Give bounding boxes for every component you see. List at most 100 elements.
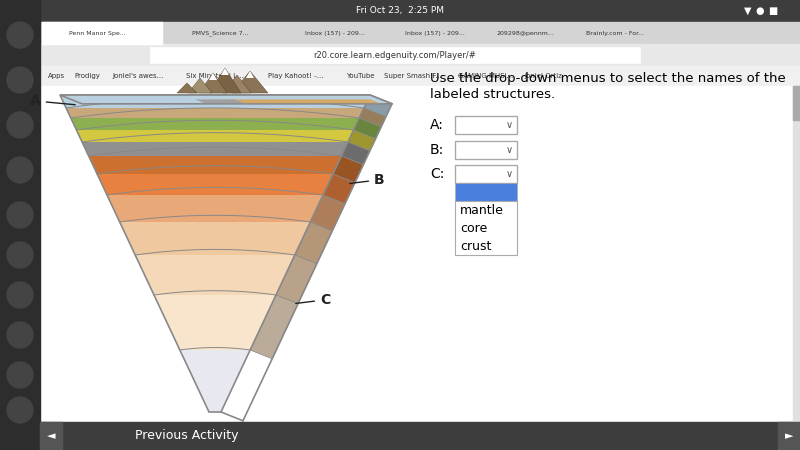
- Text: Brainly.com - For...: Brainly.com - For...: [586, 31, 644, 36]
- Text: ∨: ∨: [506, 169, 513, 179]
- Polygon shape: [364, 95, 392, 117]
- Polygon shape: [60, 95, 370, 108]
- Polygon shape: [323, 174, 355, 204]
- Polygon shape: [246, 71, 254, 78]
- Polygon shape: [276, 255, 317, 304]
- Bar: [0, 0, 800, 22]
- Text: B: B: [350, 173, 385, 187]
- Bar: [40, 422, 800, 450]
- Polygon shape: [120, 222, 310, 255]
- Bar: [793, 86, 800, 422]
- Polygon shape: [77, 130, 354, 142]
- Circle shape: [7, 397, 33, 423]
- Text: A:: A:: [430, 118, 444, 132]
- Text: ■: ■: [768, 6, 778, 16]
- Polygon shape: [225, 99, 381, 104]
- Text: crust: crust: [460, 239, 491, 252]
- Circle shape: [7, 22, 33, 48]
- Circle shape: [7, 157, 33, 183]
- Polygon shape: [209, 68, 241, 93]
- Text: ►: ►: [785, 431, 794, 441]
- Polygon shape: [232, 71, 268, 93]
- FancyBboxPatch shape: [455, 141, 517, 159]
- Circle shape: [7, 322, 33, 348]
- Text: 209298@pennm...: 209298@pennm...: [496, 31, 554, 36]
- Polygon shape: [359, 108, 386, 127]
- Text: C: C: [296, 293, 330, 307]
- Polygon shape: [135, 255, 294, 295]
- Polygon shape: [221, 68, 229, 75]
- Polygon shape: [310, 195, 345, 231]
- Circle shape: [7, 112, 33, 138]
- Text: Use the drop-down menus to select the names of the: Use the drop-down menus to select the na…: [430, 72, 786, 85]
- Text: Six Minutes | L...: Six Minutes | L...: [186, 72, 244, 80]
- Text: mantle: mantle: [460, 203, 504, 216]
- Polygon shape: [209, 73, 217, 80]
- Polygon shape: [154, 295, 276, 350]
- Polygon shape: [348, 130, 375, 151]
- Polygon shape: [89, 156, 342, 174]
- Text: GAMING MUSI...: GAMING MUSI...: [458, 73, 514, 79]
- Polygon shape: [333, 156, 363, 183]
- Circle shape: [7, 202, 33, 228]
- Text: ●: ●: [756, 6, 764, 16]
- Circle shape: [7, 282, 33, 308]
- Polygon shape: [97, 174, 333, 195]
- Polygon shape: [177, 83, 197, 93]
- Text: C:: C:: [430, 167, 444, 181]
- Text: Prodigy: Prodigy: [74, 73, 100, 79]
- Polygon shape: [250, 295, 298, 359]
- Polygon shape: [60, 95, 392, 104]
- Bar: [150, 47, 640, 63]
- Text: Apps: Apps: [48, 73, 65, 79]
- Bar: [0, 44, 800, 66]
- Text: core: core: [460, 221, 487, 234]
- Text: Previous Activity: Previous Activity: [135, 429, 238, 442]
- Polygon shape: [223, 75, 251, 93]
- Text: Inbox (157) - 209...: Inbox (157) - 209...: [305, 31, 365, 36]
- Text: Super Smash F...: Super Smash F...: [384, 73, 442, 79]
- Text: ◄: ◄: [46, 431, 55, 441]
- Polygon shape: [82, 142, 348, 156]
- Bar: [793, 86, 800, 120]
- Bar: [40, 86, 800, 422]
- Text: Penn Manor Spe...: Penn Manor Spe...: [69, 31, 126, 36]
- FancyBboxPatch shape: [455, 201, 517, 255]
- Bar: [0, 0, 40, 450]
- Text: Fri Oct 23,  2:25 PM: Fri Oct 23, 2:25 PM: [356, 6, 444, 15]
- Polygon shape: [66, 108, 364, 118]
- Bar: [0, 66, 800, 86]
- Polygon shape: [354, 118, 381, 139]
- FancyBboxPatch shape: [455, 183, 517, 201]
- Circle shape: [7, 362, 33, 388]
- Text: labeled structures.: labeled structures.: [430, 88, 555, 101]
- FancyBboxPatch shape: [455, 116, 517, 134]
- Circle shape: [7, 67, 33, 93]
- Bar: [778, 422, 800, 450]
- Text: PMVS_Science 7...: PMVS_Science 7...: [192, 30, 248, 36]
- Text: ▼: ▼: [744, 6, 752, 16]
- Text: Joniel's awes...: Joniel's awes...: [112, 73, 163, 79]
- FancyBboxPatch shape: [455, 165, 517, 183]
- Text: Inbox (157) - 209...: Inbox (157) - 209...: [405, 31, 465, 36]
- Polygon shape: [107, 195, 323, 222]
- Polygon shape: [195, 99, 246, 104]
- Text: B:: B:: [430, 143, 444, 157]
- Bar: [42, 22, 162, 44]
- Text: ∨: ∨: [506, 145, 513, 155]
- Text: r20.core.learn.edgenuity.com/Player/#: r20.core.learn.edgenuity.com/Player/#: [314, 50, 476, 59]
- Polygon shape: [71, 118, 359, 130]
- Text: YouTube: YouTube: [346, 73, 374, 79]
- Text: Joniel Ortiz: Joniel Ortiz: [524, 73, 562, 79]
- Bar: [0, 22, 800, 44]
- Polygon shape: [342, 142, 370, 165]
- Polygon shape: [294, 222, 332, 264]
- Polygon shape: [180, 350, 250, 412]
- Text: ∨: ∨: [506, 120, 513, 130]
- Bar: [40, 422, 62, 450]
- Text: Play Kahoot! -...: Play Kahoot! -...: [268, 73, 323, 79]
- Text: A: A: [30, 94, 75, 108]
- Circle shape: [7, 242, 33, 268]
- Polygon shape: [188, 78, 212, 93]
- Polygon shape: [199, 73, 227, 93]
